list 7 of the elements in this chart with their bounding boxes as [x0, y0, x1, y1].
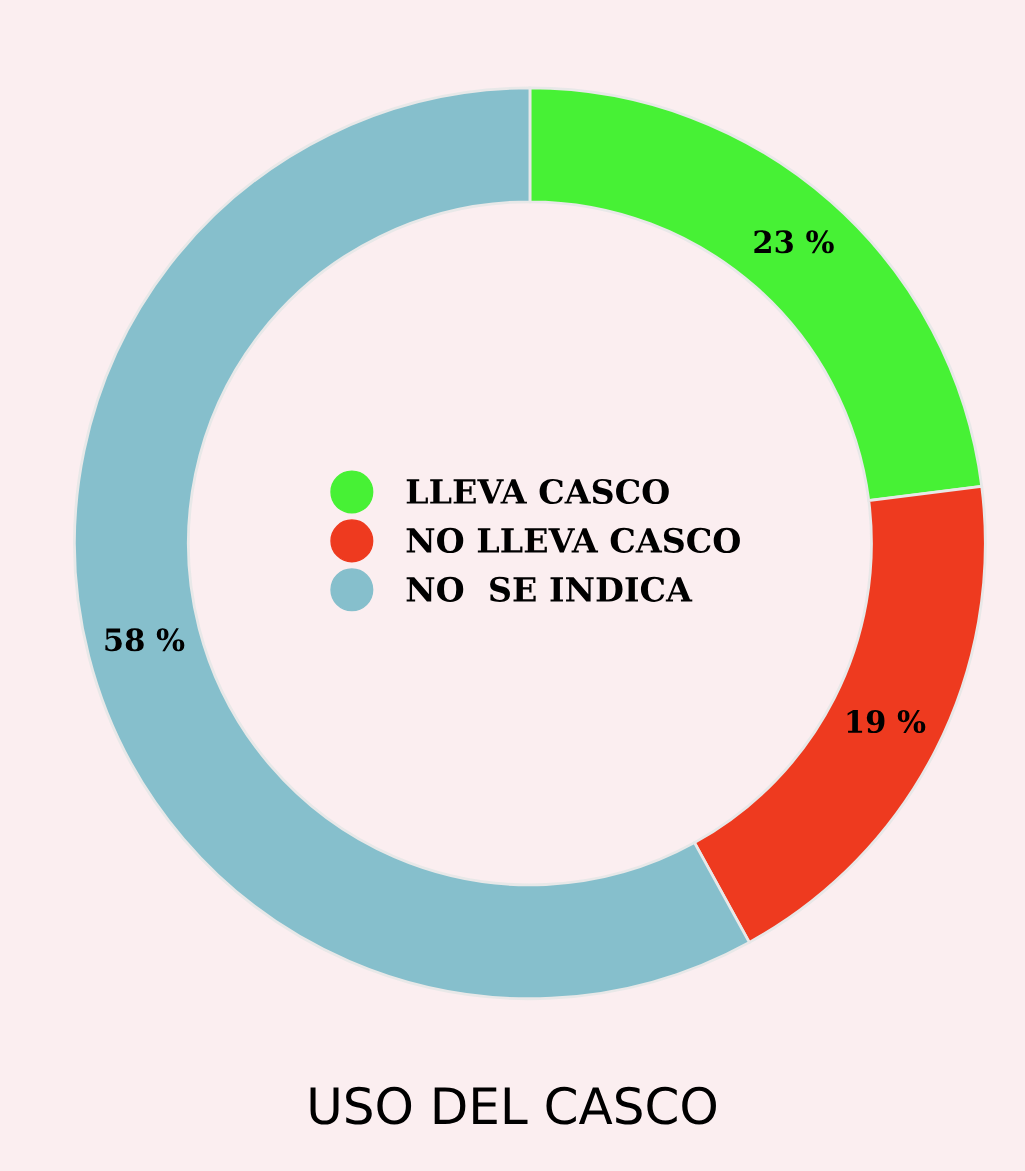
legend-label: NO SE INDICA: [406, 576, 693, 602]
data-label: 58 %: [105, 628, 185, 652]
text: USO DEL CASCO: [310, 1086, 716, 1125]
data-label: 19 %: [847, 710, 926, 734]
data-label: 23 %: [754, 230, 834, 254]
legend-label: NO LLEVA CASCO: [406, 527, 740, 554]
legend-label: LLEVA CASCO: [406, 478, 669, 505]
